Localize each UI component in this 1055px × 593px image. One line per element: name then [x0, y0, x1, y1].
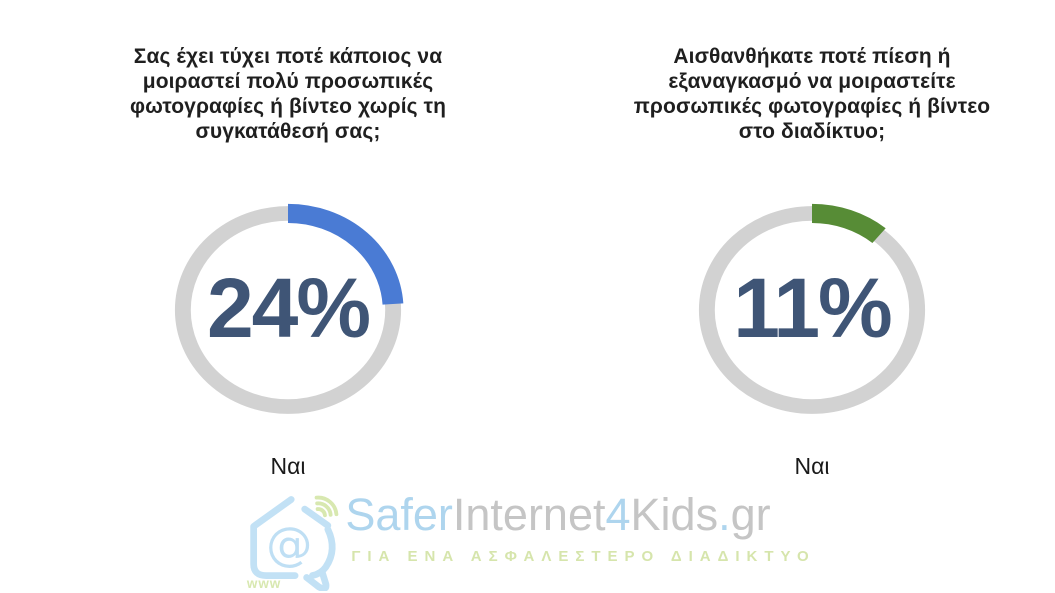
footer-logo: @ www SaferInternet4Kids.gr ΓΙΑ ΕΝΑ ΑΣΦΑ…: [0, 485, 1055, 591]
donut-ring-left: [172, 203, 404, 417]
logo-tagline: ΓΙΑ ΕΝΑ ΑΣΦΑΛΕΣΤΕΡΟ ΔΙΑΔΙΚΤΥΟ: [351, 548, 816, 565]
donut-value-left: 24%: [206, 260, 371, 355]
logo-text-block: SaferInternet4Kids.gr ΓΙΑ ΕΝΑ ΑΣΦΑΛΕΣΤΕΡ…: [345, 485, 816, 566]
saferinternet4kids-logo-icon: @ www: [246, 495, 339, 591]
logo-segment-4: 4: [605, 489, 631, 540]
www-label: www: [246, 576, 281, 591]
chart-title-left: Σας έχει τύχει ποτέ κάποιος να μοιραστεί…: [129, 45, 446, 143]
charts-row: Σας έχει τύχει ποτέ κάποιος να μοιραστεί…: [56, 0, 1044, 480]
wifi-icon: [314, 495, 339, 518]
answer-label-left: Ναι: [270, 453, 306, 479]
logo-wordmark: SaferInternet4Kids.gr: [345, 491, 815, 539]
at-icon: @: [266, 517, 312, 571]
logo-segment-kids: Kids: [630, 489, 719, 540]
donut-value-right: 11%: [733, 260, 893, 355]
chart-title-right: Αισθανθήκατε ποτέ πίεση ή εξαναγκασμό να…: [633, 45, 991, 143]
logo-segment-safer: Safer: [345, 489, 453, 540]
answer-label-right: Ναι: [794, 453, 830, 479]
logo-segment-dot: .: [718, 489, 731, 540]
donut-ring-right: [696, 203, 928, 417]
donut-chart-right: 11%: [689, 197, 935, 423]
donut-chart-left: 24%: [165, 197, 411, 423]
chart-section-left: Σας έχει τύχει ποτέ κάποιος να μοιραστεί…: [56, 0, 520, 480]
house-icon: [250, 496, 336, 591]
chart-section-right: Αισθανθήκατε ποτέ πίεση ή εξαναγκασμό να…: [580, 0, 1044, 480]
logo-segment-internet: Internet: [452, 489, 606, 540]
logo-segment-gr: gr: [730, 489, 771, 540]
